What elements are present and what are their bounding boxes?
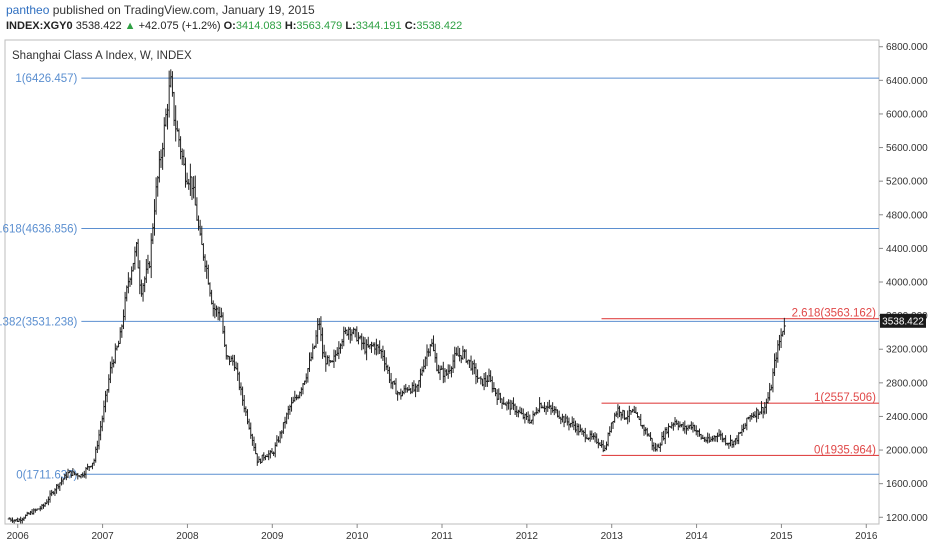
y-tick-label: 6000.000	[886, 109, 928, 120]
x-tick-label: 2016	[855, 531, 878, 542]
price-change: +42.075 (+1.2%)	[138, 20, 221, 32]
fib-right-label: 1(2557.506)	[814, 392, 876, 404]
y-tick-label: 2800.000	[886, 378, 928, 389]
fib-left-tool[interactable]: 1(6426.457) 0.618(4636.856) 0.382(3531.238…	[0, 73, 879, 481]
last-price-marker: 3538.422	[880, 313, 926, 328]
symbol-name: INDEX:XGY0	[6, 20, 73, 32]
publisher-name[interactable]: pantheo	[6, 3, 50, 17]
last-price: 3538.422	[75, 20, 122, 32]
price-bars	[7, 69, 786, 524]
x-tick-label: 2007	[91, 531, 114, 542]
x-tick-label: 2011	[431, 531, 453, 542]
y-tick-label: 2400.000	[886, 412, 928, 423]
y-tick-label: 6400.000	[886, 76, 928, 87]
x-tick-label: 2012	[516, 531, 539, 542]
plot-area[interactable]	[4, 39, 880, 525]
publisher-line: pantheo published on TradingView.com, Ja…	[6, 3, 315, 17]
fib-left-label: 0.382(3531.238)	[0, 316, 78, 328]
y-tick-label: 4800.000	[886, 210, 928, 221]
open-value: 3414.083	[235, 20, 282, 32]
published-text: published on TradingView.com, January 19…	[52, 3, 315, 17]
time-axis[interactable]: 2006 2007 2008 2009 2010 2011 2012 2013 2014 2015…	[7, 524, 878, 542]
x-tick-label: 2009	[261, 531, 284, 542]
fib-left-label: 1(6426.457)	[15, 73, 77, 85]
y-tick-label: 4000.000	[886, 278, 928, 289]
y-tick-label: 1200.000	[886, 513, 928, 524]
close-label: C:	[404, 20, 417, 32]
fib-right-label: 0(1935.964)	[814, 444, 876, 456]
y-tick-label: 5600.000	[886, 143, 928, 154]
x-tick-label: 2013	[601, 531, 624, 542]
high-value: 3563.479	[296, 20, 343, 32]
y-tick-label: 4400.000	[886, 244, 928, 255]
high-label: H:	[284, 20, 297, 32]
fib-right-label: 2.618(3563.162)	[792, 308, 877, 320]
open-label: O:	[223, 20, 236, 32]
fib-right-tool[interactable]: 2.618(3563.162) 1(2557.506) 0(1935.964)	[601, 308, 879, 457]
low-label: L:	[345, 20, 356, 32]
y-tick-label: 6800.000	[886, 42, 928, 53]
last-price-box	[880, 313, 926, 328]
up-arrow-icon: ▲	[124, 20, 136, 32]
y-tick-label: 5200.000	[886, 177, 928, 188]
x-tick-label: 2015	[770, 531, 793, 542]
chart-header: pantheo published on TradingView.com, Ja…	[0, 0, 932, 36]
price-axis[interactable]: 1200.000 1600.000 2000.000 2400.000 2800.000…	[879, 42, 928, 524]
last-price-label: 3538.422	[882, 316, 924, 327]
x-tick-label: 2008	[176, 531, 199, 542]
fib-left-label: 0.618(4636.856)	[0, 223, 78, 235]
y-tick-label: 1600.000	[886, 479, 928, 490]
x-tick-label: 2006	[7, 531, 30, 542]
x-tick-label: 2010	[346, 531, 369, 542]
y-tick-label: 3200.000	[886, 345, 928, 356]
fib-left-label: 0(1711.637)	[16, 469, 77, 481]
y-tick-label: 2000.000	[886, 446, 928, 457]
close-value: 3538.422	[416, 20, 463, 32]
low-value: 3344.191	[355, 20, 402, 32]
chart-title: Shanghai Class A Index, W, INDEX	[12, 50, 192, 62]
x-tick-label: 2014	[685, 531, 708, 542]
ohlc-line: INDEX:XGY0 3538.422 ▲ +42.075 (+1.2%) O:…	[6, 20, 462, 32]
